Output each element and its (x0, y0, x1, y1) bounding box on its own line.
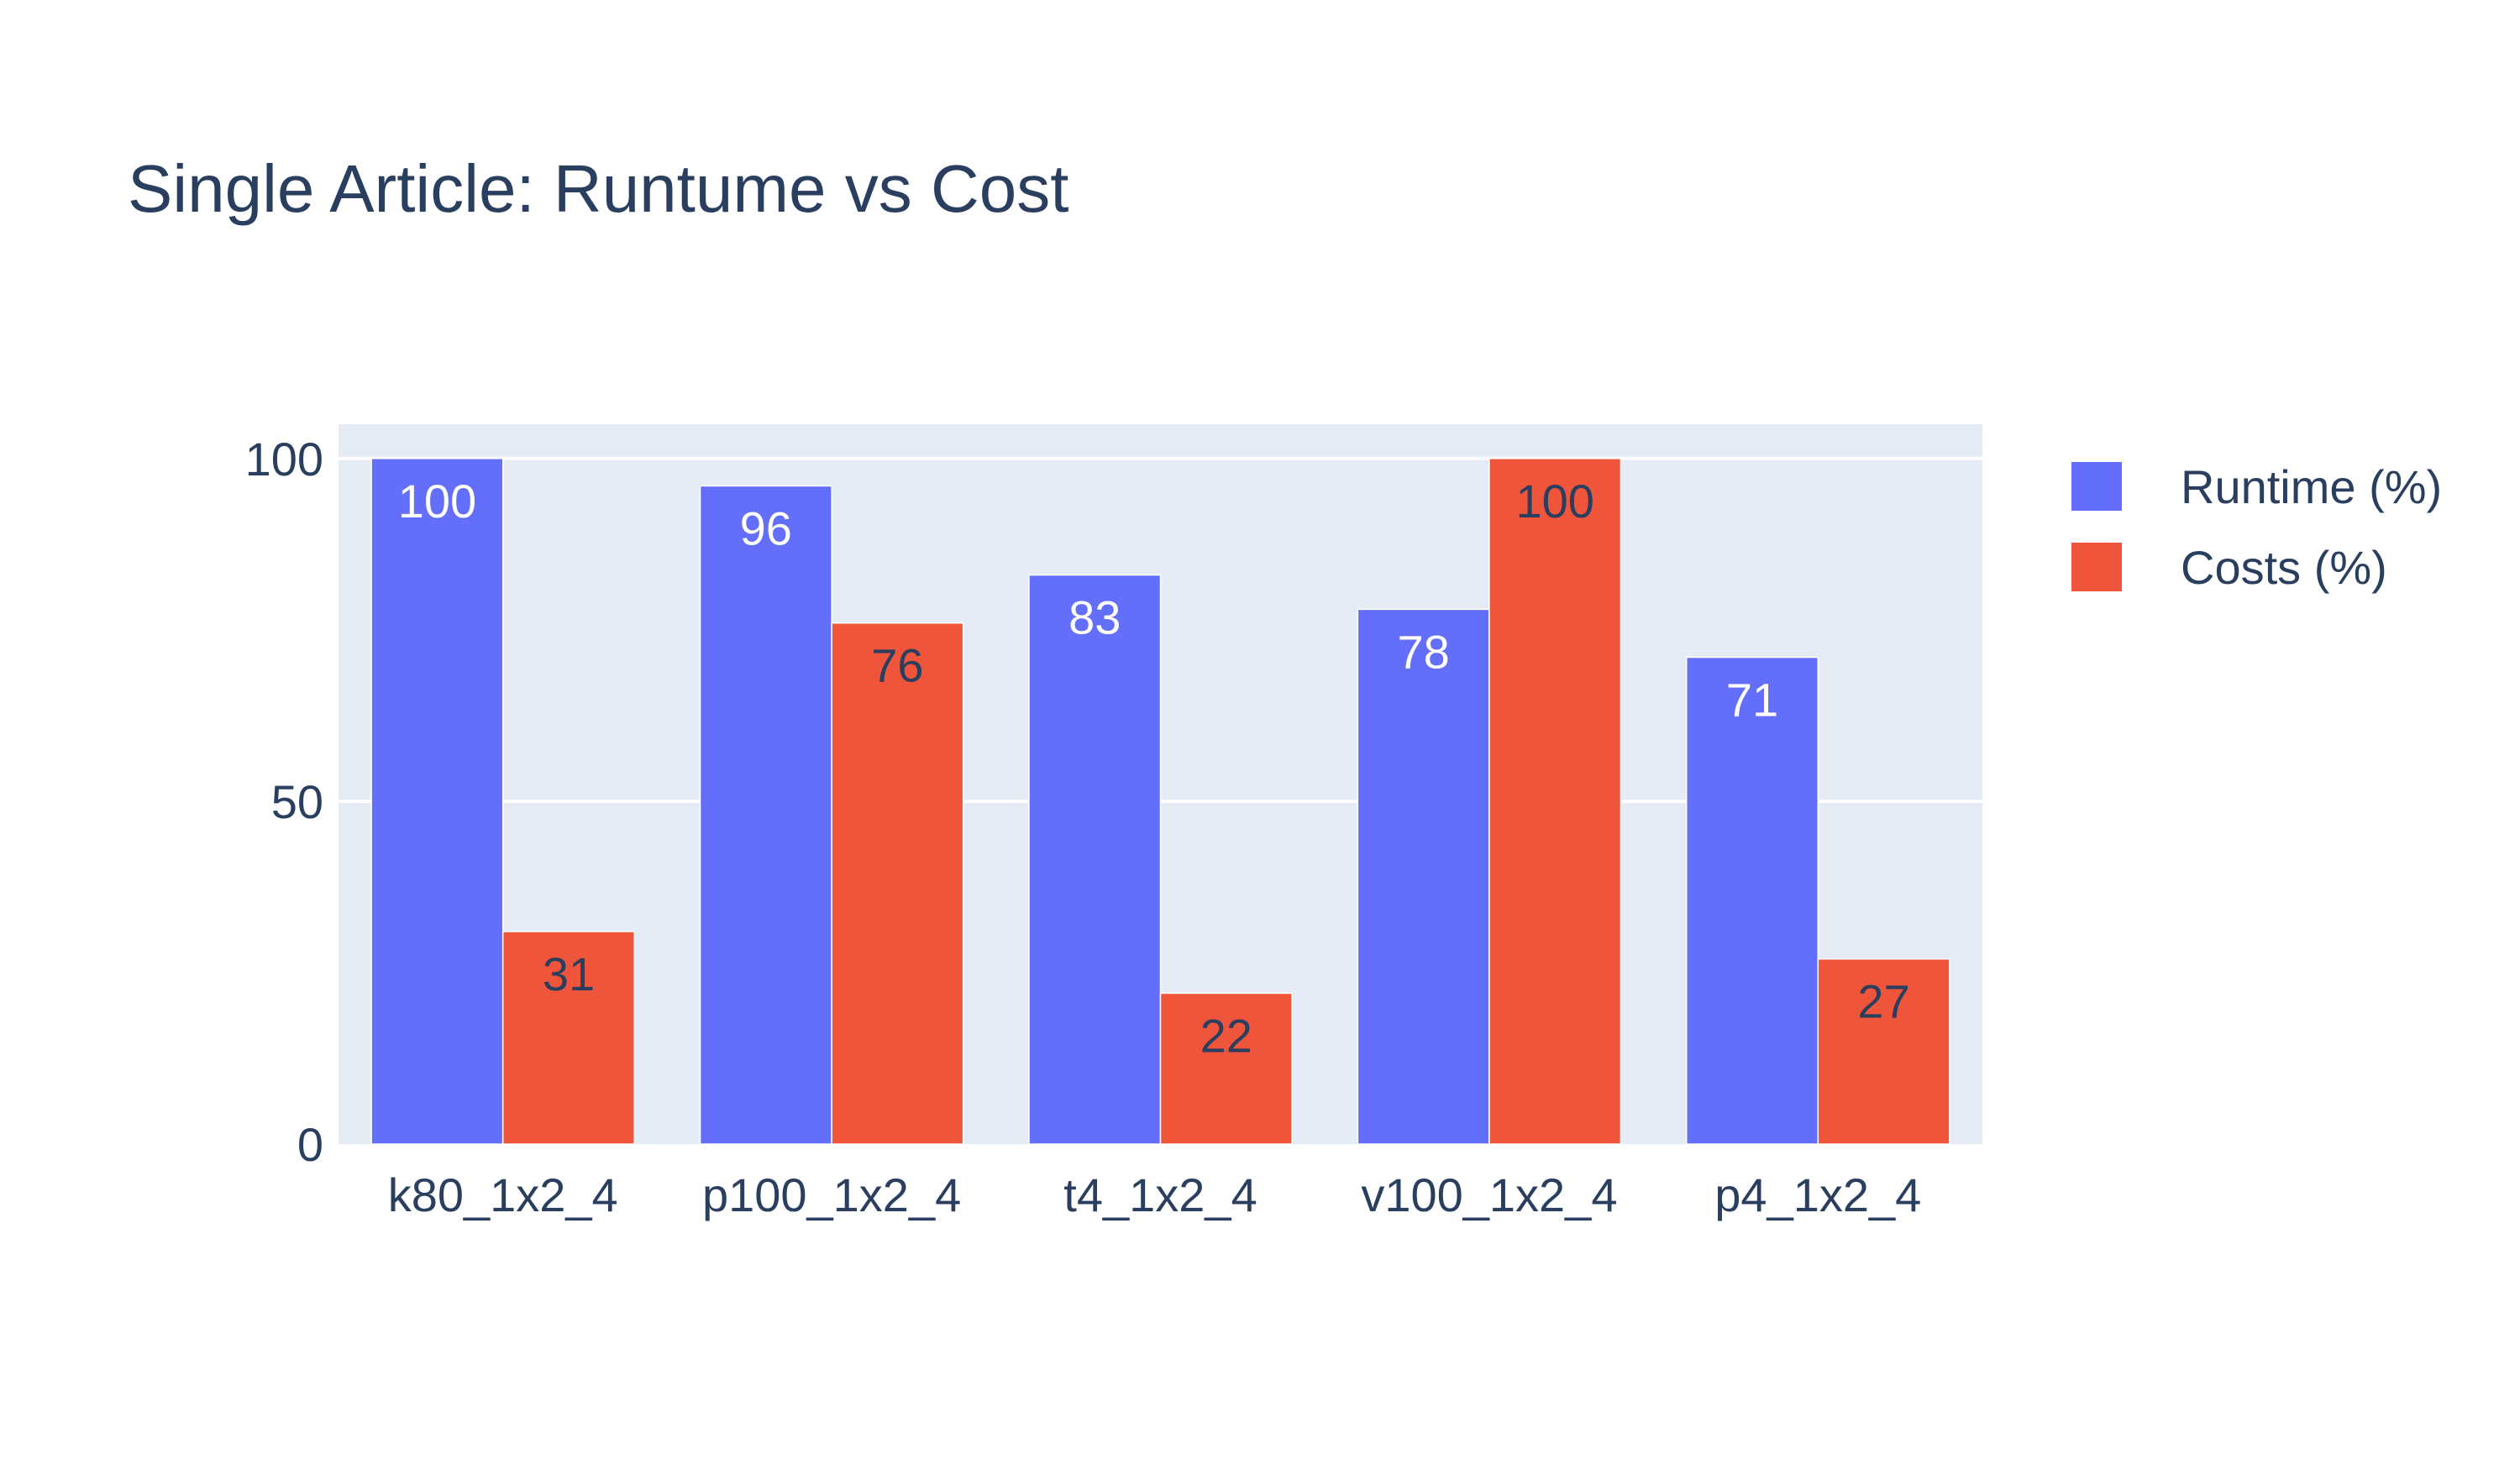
legend-label[interactable]: Runtime (%) (2181, 460, 2442, 513)
bar-value-label: 83 (1068, 591, 1121, 644)
bar-value-label: 71 (1726, 674, 1778, 727)
x-tick-label: v100_1x2_4 (1361, 1168, 1617, 1221)
y-tick-label: 50 (271, 775, 323, 828)
bar[interactable] (1357, 608, 1490, 1145)
x-tick-label: p4_1x2_4 (1714, 1168, 1921, 1221)
x-tick-label: k80_1x2_4 (388, 1168, 618, 1221)
bar-value-label: 78 (1397, 625, 1449, 678)
y-axis-ticks: 0 50 100 (245, 433, 323, 1171)
bar[interactable] (831, 622, 964, 1145)
bar[interactable] (501, 931, 636, 1145)
chart-title: Single Article: Runtume vs Cost (128, 151, 1068, 226)
bar-value-label: 100 (398, 475, 476, 528)
bar[interactable] (370, 458, 504, 1145)
y-tick-label: 100 (245, 433, 323, 486)
bar-value-label: 96 (740, 501, 792, 554)
bar[interactable] (1159, 992, 1293, 1145)
bar[interactable] (699, 485, 832, 1145)
legend-swatch[interactable] (2071, 543, 2122, 591)
bars (370, 458, 1950, 1145)
x-tick-label: p100_1x2_4 (702, 1168, 961, 1221)
bar-labels: 100 31 96 76 83 22 78 100 71 27 (398, 475, 1910, 1063)
bar[interactable] (1817, 958, 1950, 1145)
y-tick-label: 0 (297, 1118, 323, 1171)
bar-value-label: 76 (871, 639, 923, 692)
bar-value-label: 22 (1200, 1009, 1252, 1062)
bar-value-label: 27 (1857, 975, 1909, 1028)
x-axis-ticks: k80_1x2_4 p100_1x2_4 t4_1x2_4 v100_1x2_4 p4_… (388, 1168, 1922, 1221)
bar[interactable] (1028, 574, 1162, 1145)
bar[interactable] (1685, 656, 1819, 1145)
bar-value-label: 100 (1515, 475, 1593, 528)
legend-swatch[interactable] (2071, 462, 2122, 511)
legend-label[interactable]: Costs (%) (2181, 541, 2387, 594)
legend: Runtime (%) Costs (%) (2071, 460, 2442, 594)
x-tick-label: t4_1x2_4 (1063, 1168, 1257, 1221)
bar-value-label: 31 (543, 948, 595, 1000)
bar[interactable] (1488, 458, 1622, 1145)
